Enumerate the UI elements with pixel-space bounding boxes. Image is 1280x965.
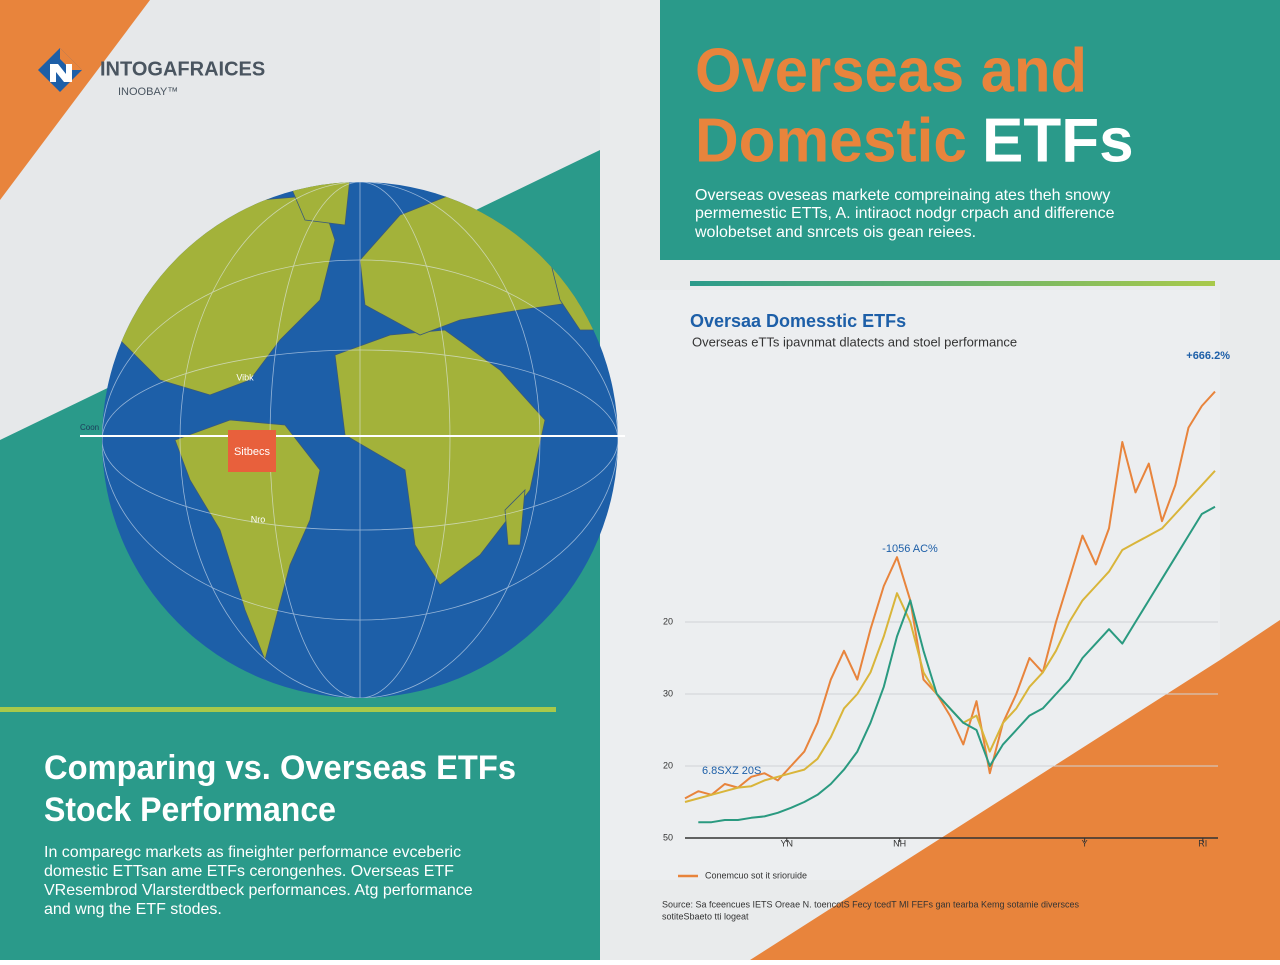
legend-label: Conemcuo sot it srioruide <box>705 870 807 880</box>
header-title-accent: ETFs <box>982 106 1134 175</box>
corner-accent <box>0 0 150 200</box>
annotation: 6.8SXZ 20S <box>702 765 761 777</box>
globe-label: Coon <box>80 423 99 432</box>
source-note: Source: Sa fceencues IETS Oreae N. toenc… <box>662 899 1080 909</box>
header-panel <box>660 0 1280 260</box>
divider <box>0 707 556 712</box>
corner-accent <box>750 620 1280 960</box>
logo-mark <box>38 48 82 92</box>
globe-label: Nro <box>251 514 266 524</box>
hero-body: In comparegc markets as fineighter perfo… <box>44 844 461 861</box>
globe-label: Vibk <box>236 372 254 382</box>
header-title: Overseas and <box>695 36 1087 105</box>
globe <box>80 182 625 698</box>
y-tick-label: 20 <box>663 616 673 626</box>
y-tick-label: 30 <box>663 688 673 698</box>
x-tick-label: RI <box>1198 838 1207 848</box>
header-description: wolobetset and snrcets ois gean reiees. <box>694 224 976 241</box>
x-tick-label: YN <box>781 838 794 848</box>
plot: 50 20 30 20 YN NH Y RI Conemcuo sot it srioruide <box>663 390 1218 880</box>
x-tick-label: Y <box>1082 838 1088 848</box>
hero-title: Comparing vs. Overseas ETFs <box>44 749 516 787</box>
y-tick-label: 50 <box>663 832 673 842</box>
annotation: +666.2% <box>1186 350 1230 362</box>
header-description: Overseas oveseas markete compreinaing at… <box>695 187 1110 204</box>
x-tick-label: NH <box>893 838 906 848</box>
chart-subtitle: Overseas eTTs ipavnmat dlatects and stoe… <box>692 334 1017 349</box>
header-title: Domestic <box>695 106 967 175</box>
series-line <box>698 505 1216 824</box>
hero-body: and wng the ETF stodes. <box>44 901 222 918</box>
hero-body: VResembrod Vlarsterdtbeck performances. … <box>44 882 473 899</box>
hero-body: domestic ETTsan ame ETFs cerongenhes. Ov… <box>44 863 454 880</box>
logo-name: INTOGAFRAICES <box>100 58 265 80</box>
source-note: sotiteSbaeto tti logeat <box>662 911 749 921</box>
globe-label: Sitbecs <box>234 446 271 458</box>
header-description: permemestic ETTs, A. intiraoct nodgr crp… <box>695 205 1115 222</box>
chart-title: Oversaa Domesstic ETFs <box>690 311 906 331</box>
annotation: -1056 AC% <box>882 543 938 555</box>
logo-tagline: INOOBAY™ <box>118 86 178 98</box>
divider <box>690 281 1215 286</box>
hero-title: Stock Performance <box>44 791 336 829</box>
y-tick-label: 20 <box>663 760 673 770</box>
